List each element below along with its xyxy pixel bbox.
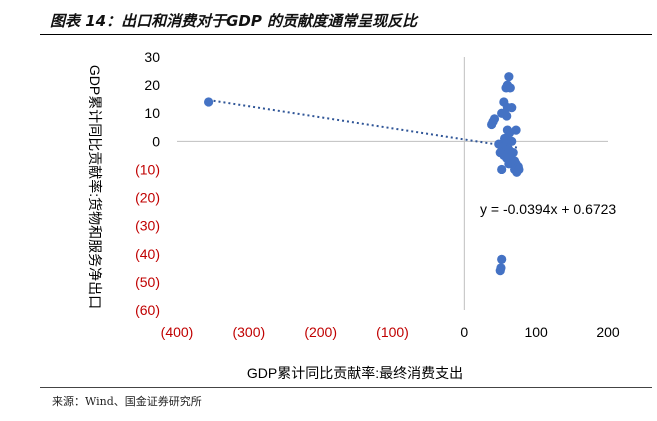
data-point bbox=[489, 114, 500, 124]
y-tick-label: (20) bbox=[135, 190, 160, 206]
data-point bbox=[204, 97, 214, 107]
y-tick-label: (10) bbox=[135, 161, 160, 177]
data-point bbox=[495, 266, 505, 276]
x-tick-label: (200) bbox=[304, 324, 337, 340]
chart-axes bbox=[177, 57, 608, 310]
data-point bbox=[502, 111, 512, 121]
data-point bbox=[497, 254, 507, 264]
y-tick-label: 10 bbox=[144, 105, 160, 121]
y-tick-label: 20 bbox=[144, 77, 160, 93]
y-tick-label: (40) bbox=[135, 246, 160, 262]
trendline-equation: y = -0.0394x + 0.6723 bbox=[480, 201, 616, 217]
x-tick-label: (100) bbox=[376, 324, 409, 340]
data-points bbox=[204, 72, 524, 276]
trendline-group bbox=[208, 99, 520, 149]
y-tick-label: (50) bbox=[135, 274, 160, 290]
x-tick-label: (400) bbox=[161, 324, 194, 340]
y-tick-label: (60) bbox=[135, 302, 160, 318]
data-point bbox=[512, 167, 522, 177]
title-divider bbox=[40, 34, 652, 35]
x-axis-label: GDP累计同比贡献率:最终消费支出 bbox=[247, 365, 463, 381]
data-point bbox=[504, 72, 514, 82]
data-point bbox=[497, 164, 507, 175]
chart-title: 图表 14：出口和消费对于GDP 的贡献度通常呈现反比 bbox=[50, 12, 418, 30]
x-tick-label: 200 bbox=[596, 324, 620, 340]
source-divider bbox=[40, 387, 652, 388]
y-tick-label: 30 bbox=[144, 49, 160, 65]
trendline bbox=[208, 99, 520, 149]
data-point bbox=[507, 136, 517, 146]
y-axis-label: GDP累计同比贡献率:货物和服务净出口 bbox=[87, 65, 103, 309]
y-tick-label: (30) bbox=[135, 218, 160, 234]
x-tick-label: (300) bbox=[232, 324, 265, 340]
source-note: 来源：Wind、国金证券研究所 bbox=[52, 395, 202, 408]
x-tick-label: 100 bbox=[524, 324, 548, 340]
x-tick-label: 0 bbox=[460, 324, 468, 340]
data-point bbox=[507, 103, 517, 113]
data-point bbox=[505, 83, 515, 93]
y-tick-label: 0 bbox=[152, 133, 160, 149]
